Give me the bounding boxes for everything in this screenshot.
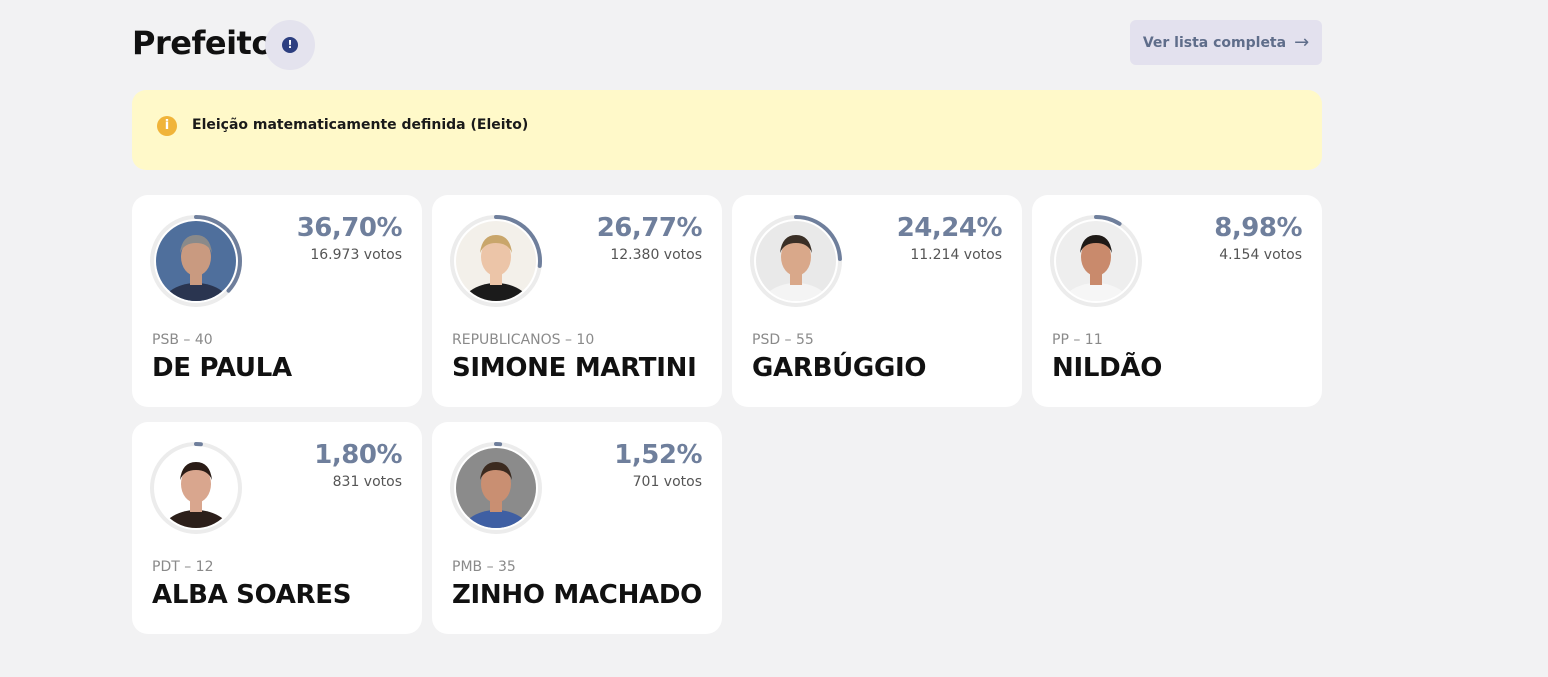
full-list-button[interactable]: Ver lista completa → (1130, 20, 1322, 65)
status-banner: i Eleição matematicamente definida (Elei… (132, 90, 1322, 170)
ring-progress (750, 215, 842, 307)
page-title: Prefeito (132, 24, 273, 62)
vote-percentage: 1,52% (614, 440, 702, 470)
arrow-right-icon: → (1294, 32, 1310, 53)
candidate-card[interactable]: 1,52% 701 votos PMB – 35 ZINHO MACHADO (432, 422, 722, 634)
vote-percentage: 8,98% (1214, 213, 1302, 243)
candidate-name: ALBA SOARES (152, 580, 352, 610)
vote-count: 16.973 votos (310, 247, 402, 263)
candidate-photo (156, 221, 236, 301)
candidate-avatar (148, 440, 244, 536)
vote-percentage: 36,70% (296, 213, 403, 243)
vote-share-ring (150, 442, 242, 534)
party-number: PDT – 12 (152, 559, 214, 575)
candidate-avatar (1048, 213, 1144, 309)
ring-progress (1050, 215, 1142, 307)
ring-progress (150, 215, 242, 307)
full-list-button-label: Ver lista completa (1142, 34, 1287, 51)
ring-progress (450, 215, 542, 307)
vote-share-ring (750, 215, 842, 307)
candidate-card[interactable]: 26,77% 12.380 votos REPUBLICANOS – 10 SIMON… (432, 195, 722, 407)
candidate-photo (156, 448, 236, 528)
candidate-name: ZINHO MACHADO (452, 580, 702, 610)
ring-progress (150, 442, 242, 534)
candidate-avatar (448, 440, 544, 536)
vote-share-ring (150, 215, 242, 307)
section-header: Prefeito ! Ver lista completa → (132, 18, 1322, 70)
status-banner-text: Eleição matematicamente definida (Eleito… (192, 117, 529, 133)
info-icon: ! (282, 37, 298, 53)
candidate-photo (456, 448, 536, 528)
candidate-card[interactable]: 36,70% 16.973 votos PSB – 40 DE PAULA (132, 195, 422, 407)
candidate-name: DE PAULA (152, 353, 292, 383)
candidate-card[interactable]: 24,24% 11.214 votos PSD – 55 GARBÚGGIO (732, 195, 1022, 407)
party-number: PMB – 35 (452, 559, 516, 575)
candidate-card[interactable]: 8,98% 4.154 votos PP – 11 NILDÃO (1032, 195, 1322, 407)
candidate-card[interactable]: 1,80% 831 votos PDT – 12 ALBA SOARES (132, 422, 422, 634)
ring-progress (450, 442, 542, 534)
vote-count: 12.380 votos (610, 247, 702, 263)
candidate-avatar (148, 213, 244, 309)
candidate-avatar (448, 213, 544, 309)
info-icon: i (157, 116, 177, 136)
party-number: PSB – 40 (152, 332, 213, 348)
candidate-name: SIMONE MARTINI (452, 353, 697, 383)
candidate-photo (756, 221, 836, 301)
candidate-avatar (748, 213, 844, 309)
vote-share-ring (1050, 215, 1142, 307)
party-number: PP – 11 (1052, 332, 1103, 348)
vote-share-ring (450, 442, 542, 534)
vote-count: 701 votos (632, 474, 702, 490)
party-number: REPUBLICANOS – 10 (452, 332, 595, 348)
vote-share-ring (450, 215, 542, 307)
vote-count: 11.214 votos (910, 247, 1002, 263)
candidate-photo (1056, 221, 1136, 301)
party-number: PSD – 55 (752, 332, 814, 348)
vote-percentage: 26,77% (596, 213, 703, 243)
vote-percentage: 24,24% (896, 213, 1003, 243)
candidate-name: GARBÚGGIO (752, 353, 927, 383)
info-button[interactable]: ! (265, 20, 315, 70)
candidate-photo (456, 221, 536, 301)
vote-count: 4.154 votos (1219, 247, 1302, 263)
vote-percentage: 1,80% (314, 440, 402, 470)
vote-count: 831 votos (332, 474, 402, 490)
candidate-name: NILDÃO (1052, 353, 1163, 383)
